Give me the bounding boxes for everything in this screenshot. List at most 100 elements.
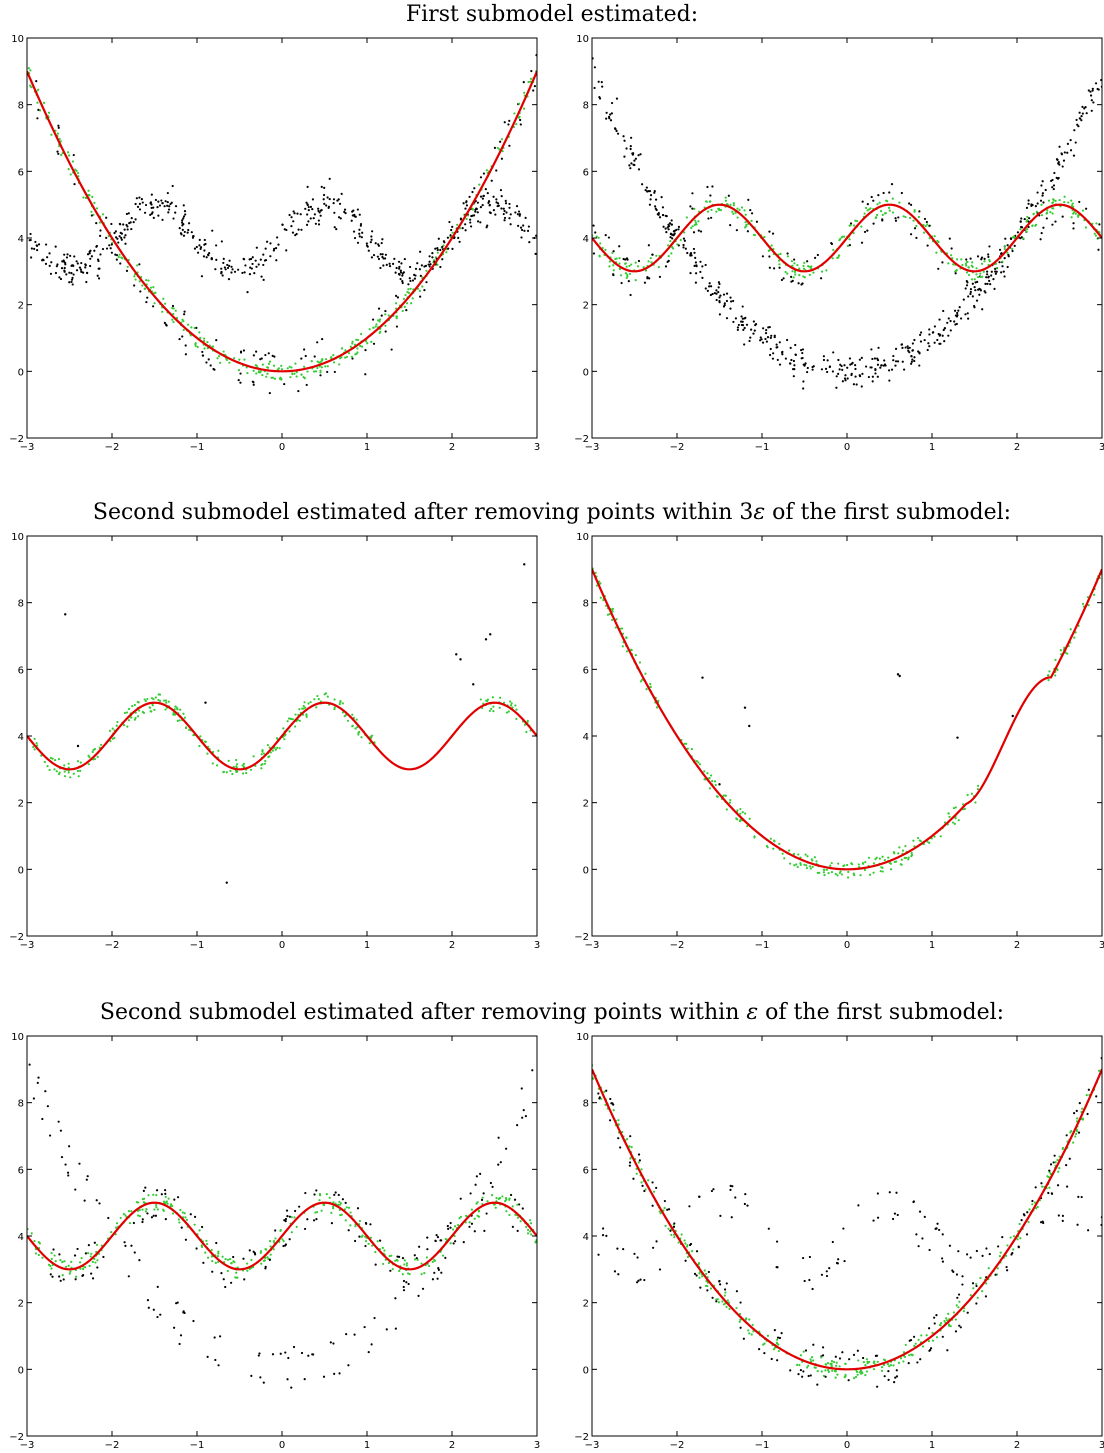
data-point xyxy=(698,1272,701,1275)
data-point xyxy=(622,1248,625,1251)
data-point xyxy=(855,383,858,386)
data-point xyxy=(695,760,698,763)
data-point xyxy=(836,256,839,259)
data-point xyxy=(894,219,898,222)
data-point xyxy=(122,223,125,226)
data-point xyxy=(87,754,90,757)
data-point xyxy=(437,1268,440,1271)
data-point xyxy=(778,842,781,845)
data-point xyxy=(854,367,857,371)
data-point xyxy=(1094,234,1098,237)
data-point xyxy=(108,244,111,247)
data-point xyxy=(943,821,947,824)
data-point xyxy=(751,1323,754,1327)
data-point xyxy=(458,1217,461,1220)
data-point xyxy=(982,270,985,273)
data-point xyxy=(516,1216,520,1219)
data-point xyxy=(626,275,629,278)
data-point xyxy=(462,202,465,205)
data-point xyxy=(182,217,185,220)
data-point xyxy=(928,841,931,844)
data-point xyxy=(826,359,829,362)
data-point xyxy=(1062,159,1066,162)
data-point xyxy=(250,267,253,270)
data-point xyxy=(850,372,853,375)
data-point xyxy=(971,295,974,298)
data-point xyxy=(664,214,667,217)
data-point xyxy=(125,269,129,272)
data-point xyxy=(836,874,839,877)
data-point xyxy=(468,195,471,199)
data-point xyxy=(51,1275,54,1278)
data-point xyxy=(488,709,491,713)
data-point xyxy=(395,325,399,328)
row-title-3: Second submodel estimated after removing… xyxy=(0,1000,1104,1025)
data-point xyxy=(934,1227,938,1230)
data-point xyxy=(969,290,972,294)
data-point xyxy=(900,858,903,861)
data-point xyxy=(824,1375,827,1378)
data-point xyxy=(58,1253,61,1256)
data-point xyxy=(216,357,219,360)
data-point xyxy=(777,1343,780,1346)
data-point xyxy=(1051,186,1054,189)
data-point xyxy=(79,769,82,772)
data-point xyxy=(628,272,632,275)
data-point xyxy=(1026,1211,1029,1214)
data-point xyxy=(887,856,890,859)
data-point xyxy=(664,227,667,230)
data-point xyxy=(257,1354,260,1357)
data-point xyxy=(791,270,794,273)
data-point xyxy=(326,365,329,368)
data-point xyxy=(528,241,531,244)
data-point xyxy=(491,696,494,699)
data-point xyxy=(853,224,856,227)
data-point xyxy=(913,227,917,230)
data-point xyxy=(938,1228,941,1232)
data-point xyxy=(150,206,153,210)
data-point xyxy=(614,626,617,629)
data-point xyxy=(162,1208,165,1211)
data-point xyxy=(747,198,750,201)
data-point xyxy=(908,1339,911,1342)
x-tick-label: −2 xyxy=(105,940,120,951)
data-point xyxy=(182,1311,185,1314)
data-point xyxy=(364,373,367,376)
data-point xyxy=(852,383,856,386)
data-point xyxy=(637,1279,640,1282)
data-point xyxy=(860,241,864,244)
data-point xyxy=(955,258,959,261)
data-point xyxy=(743,1202,746,1206)
data-point xyxy=(514,704,517,707)
data-point xyxy=(745,323,749,326)
data-point xyxy=(682,243,685,247)
data-point xyxy=(164,699,168,702)
data-point xyxy=(794,273,797,276)
data-point xyxy=(926,244,929,247)
data-point xyxy=(697,229,700,232)
data-point xyxy=(983,260,986,263)
data-point xyxy=(772,1348,776,1351)
data-point xyxy=(94,1261,97,1264)
data-point xyxy=(456,1223,460,1227)
data-point xyxy=(411,279,415,282)
data-point xyxy=(515,123,518,126)
data-point xyxy=(30,86,33,89)
data-point xyxy=(205,256,208,259)
data-point xyxy=(124,1244,127,1247)
data-point xyxy=(315,1189,318,1192)
data-point xyxy=(184,344,187,347)
y-tick-label: 0 xyxy=(583,865,589,876)
data-point xyxy=(46,256,49,259)
data-point xyxy=(1036,1205,1039,1209)
data-point xyxy=(349,1211,352,1214)
data-point xyxy=(496,202,500,205)
data-point xyxy=(44,1090,47,1093)
data-point xyxy=(32,1097,35,1100)
x-tick-label: −2 xyxy=(670,1440,685,1451)
data-point xyxy=(771,357,775,360)
data-point xyxy=(521,1207,524,1210)
data-point xyxy=(876,375,879,378)
data-point xyxy=(160,1193,163,1196)
data-point xyxy=(718,313,721,316)
